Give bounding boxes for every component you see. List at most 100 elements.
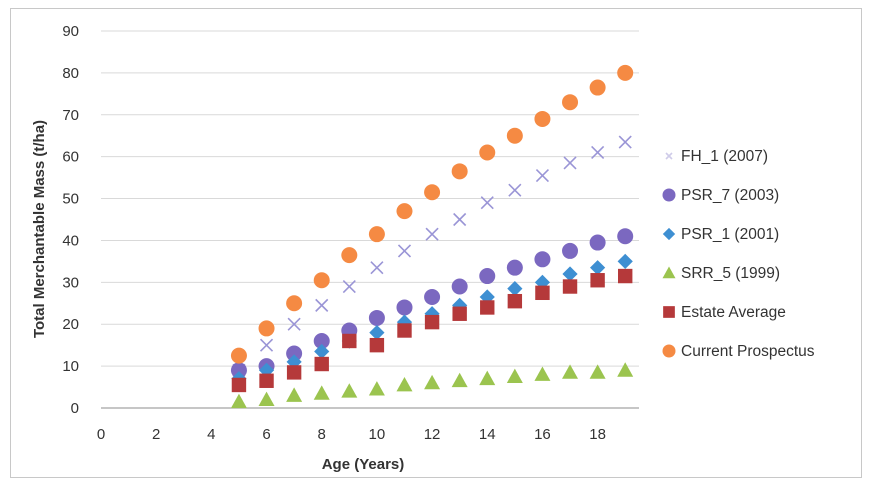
data-point [286, 365, 302, 380]
x-tick-label: 14 [479, 426, 496, 443]
data-point [368, 226, 385, 243]
x-tick-label: 12 [424, 426, 441, 443]
data-point [535, 285, 550, 301]
y-tick-label: 10 [62, 358, 79, 375]
data-point [479, 144, 496, 161]
data-point [286, 354, 302, 370]
data-point [480, 196, 494, 210]
y-tick-label: 50 [62, 191, 79, 208]
data-point [534, 251, 551, 268]
y-tick-labels: 0 10 20 30 40 50 60 70 80 90 [62, 23, 79, 417]
data-point [230, 347, 247, 364]
data-point [342, 333, 357, 349]
x-tick-label: 10 [369, 426, 386, 443]
data-points [230, 64, 634, 409]
y-tick-label: 20 [62, 316, 79, 333]
data-point [368, 381, 385, 396]
data-point [506, 368, 523, 383]
data-point [617, 362, 634, 377]
legend-label: PSR_1 (2001) [681, 226, 779, 243]
data-point [315, 298, 329, 312]
y-tick-label: 90 [62, 23, 79, 40]
scatter-chart: 0 10 20 30 40 50 60 70 80 90 0 2 4 6 8 10 12 14 16 18 Tota… [31, 23, 815, 473]
legend-item: SRR_5 (1999) [662, 265, 780, 282]
legend-marker [665, 152, 673, 160]
data-point [368, 309, 385, 326]
y-tick-label: 70 [62, 107, 79, 124]
data-point [397, 244, 412, 258]
series-3 [230, 362, 634, 409]
x-axis-label: Age (Years) [322, 456, 405, 473]
x-tick-label: 0 [97, 426, 105, 443]
data-point [314, 356, 329, 372]
y-tick-label: 30 [62, 274, 79, 291]
data-point [534, 366, 551, 381]
x-tick-label: 16 [534, 426, 551, 443]
data-point [258, 391, 275, 407]
data-point [370, 261, 384, 275]
data-point [313, 332, 330, 349]
series-1 [230, 228, 634, 379]
y-tick-label: 0 [71, 400, 79, 417]
y-tick-label: 60 [62, 149, 79, 166]
data-point [479, 268, 496, 285]
data-point [313, 272, 330, 289]
data-point [591, 145, 605, 160]
data-point [562, 279, 578, 294]
legend-label: Current Prospectus [681, 343, 815, 360]
legend-item: Current Prospectus [662, 343, 815, 360]
data-point [589, 79, 606, 96]
data-point [508, 183, 522, 197]
x-tick-label: 8 [318, 426, 326, 443]
gridlines [101, 30, 639, 367]
data-point [451, 372, 468, 388]
legend-label: SRR_5 (1999) [681, 265, 780, 282]
data-point [287, 317, 301, 331]
data-point [618, 268, 633, 284]
data-point [452, 306, 467, 321]
data-point [396, 203, 413, 220]
legend-item: FH_1 (2007) [665, 148, 768, 165]
data-point [230, 393, 247, 409]
series-4 [231, 268, 633, 393]
data-point [562, 94, 579, 111]
data-point [424, 314, 440, 330]
data-point [562, 266, 578, 282]
data-point [590, 273, 605, 288]
data-point [231, 377, 247, 393]
data-point [424, 288, 441, 305]
legend-marker [663, 306, 675, 318]
data-point [479, 370, 496, 386]
y-axis-label: Total Merchantable Mass (t/ha) [31, 120, 48, 338]
legend-marker [662, 266, 676, 279]
data-point [617, 64, 634, 81]
data-point [480, 300, 495, 315]
data-point [562, 242, 579, 259]
legend-item: PSR_1 (2001) [662, 226, 779, 243]
y-tick-label: 80 [62, 65, 79, 82]
data-point [342, 279, 356, 294]
data-point [617, 253, 633, 269]
data-point [562, 364, 579, 379]
data-point [618, 135, 632, 149]
x-tick-label: 6 [262, 426, 270, 443]
data-point [617, 228, 634, 245]
data-point [506, 259, 523, 276]
data-point [424, 184, 441, 201]
legend-item: Estate Average [663, 304, 786, 321]
data-point [589, 364, 606, 379]
data-point [396, 299, 413, 316]
data-point [535, 168, 550, 183]
x-tick-label: 18 [589, 426, 606, 443]
data-point [534, 110, 551, 127]
y-tick-label: 40 [62, 232, 79, 249]
data-point [341, 247, 358, 264]
data-point [259, 373, 274, 388]
data-point [313, 385, 330, 400]
data-point [452, 297, 468, 313]
x-tick-label: 2 [152, 426, 160, 443]
data-point [425, 227, 439, 241]
data-point [286, 345, 303, 362]
data-point [424, 374, 441, 390]
data-point [369, 325, 385, 341]
